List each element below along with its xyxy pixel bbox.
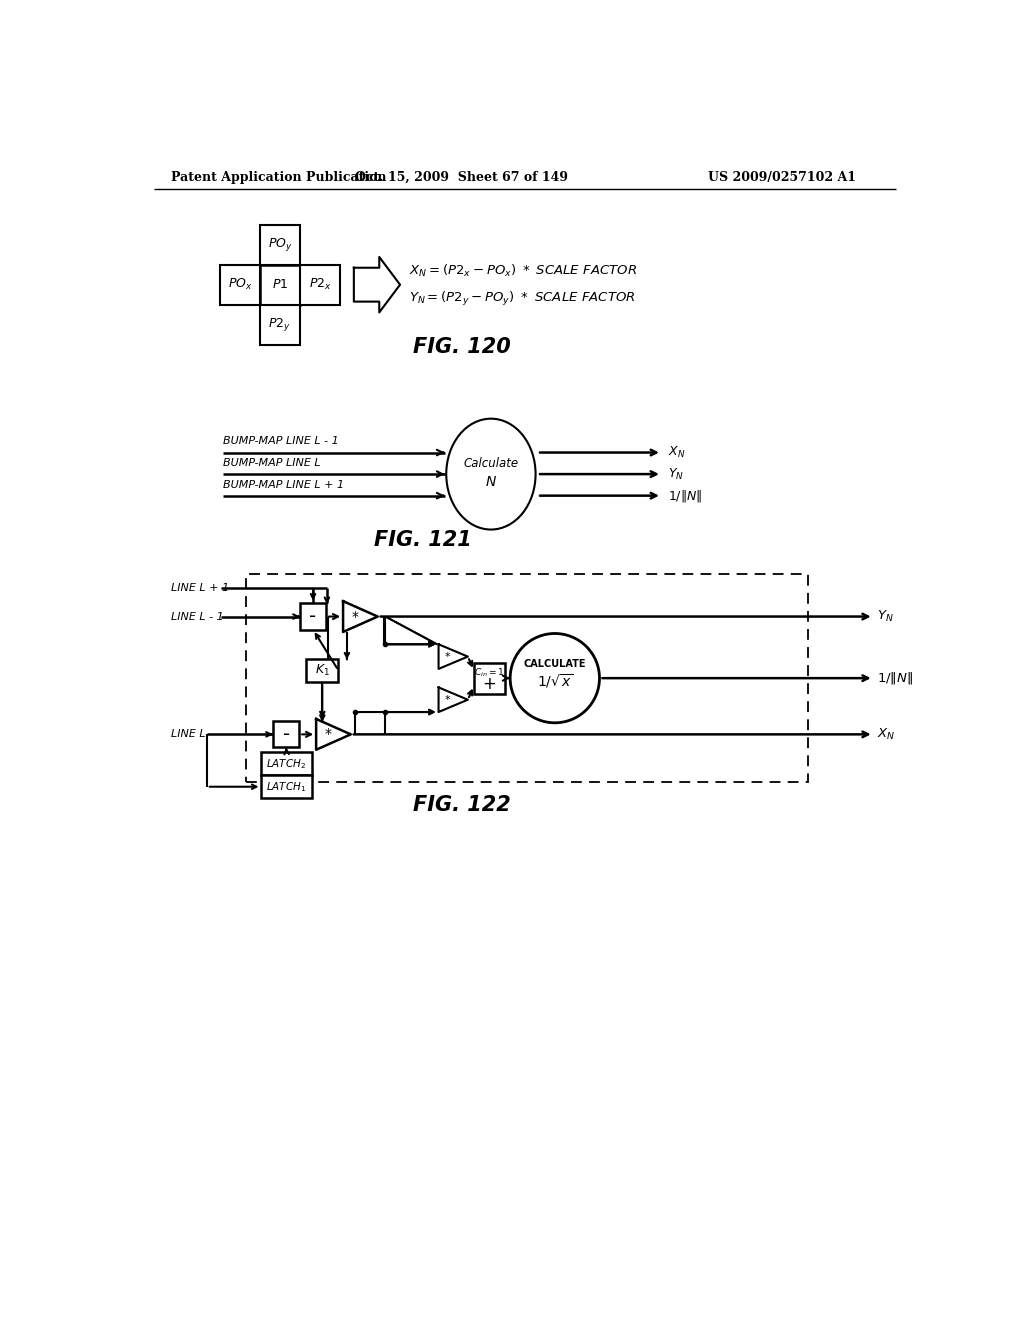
Text: *: * bbox=[445, 652, 451, 661]
Bar bbox=[246, 574, 808, 781]
Text: $1/\|N\|$: $1/\|N\|$ bbox=[668, 487, 702, 504]
Text: -: - bbox=[309, 607, 316, 626]
Bar bbox=[260, 224, 300, 264]
Text: $Y_N$: $Y_N$ bbox=[668, 466, 684, 482]
Polygon shape bbox=[354, 257, 400, 313]
Text: US 2009/0257102 A1: US 2009/0257102 A1 bbox=[708, 172, 856, 185]
Text: N: N bbox=[485, 475, 496, 488]
Bar bbox=[306, 659, 339, 682]
Text: Calculate: Calculate bbox=[463, 457, 518, 470]
Bar bbox=[474, 663, 505, 693]
Text: FIG. 121: FIG. 121 bbox=[375, 529, 472, 549]
Text: *: * bbox=[325, 727, 331, 742]
Text: $X_N$: $X_N$ bbox=[668, 445, 685, 461]
Text: BUMP-MAP LINE L - 1: BUMP-MAP LINE L - 1 bbox=[223, 437, 339, 446]
Text: FIG. 122: FIG. 122 bbox=[413, 795, 511, 816]
Polygon shape bbox=[343, 601, 378, 632]
Text: Patent Application Publication: Patent Application Publication bbox=[171, 172, 386, 185]
Text: *: * bbox=[445, 694, 451, 705]
Polygon shape bbox=[438, 688, 468, 711]
Text: FIG. 120: FIG. 120 bbox=[413, 337, 511, 356]
Bar bbox=[273, 721, 299, 747]
Text: $1/\|N\|$: $1/\|N\|$ bbox=[878, 671, 913, 686]
Text: $Y_N$: $Y_N$ bbox=[878, 609, 894, 624]
Text: BUMP-MAP LINE L: BUMP-MAP LINE L bbox=[223, 458, 321, 469]
Text: $LATCH_2$: $LATCH_2$ bbox=[266, 756, 306, 771]
Bar bbox=[220, 264, 260, 305]
Polygon shape bbox=[438, 644, 468, 669]
Bar bbox=[261, 775, 311, 799]
Text: CALCULATE: CALCULATE bbox=[523, 659, 586, 669]
Bar bbox=[260, 305, 300, 345]
Polygon shape bbox=[316, 719, 351, 750]
Text: LINE L: LINE L bbox=[171, 730, 205, 739]
Text: $PO_y$: $PO_y$ bbox=[267, 236, 292, 253]
Text: -: - bbox=[283, 725, 290, 744]
Text: $K_1$: $K_1$ bbox=[314, 663, 330, 678]
Text: $P1$: $P1$ bbox=[271, 279, 288, 292]
Text: $1/\sqrt{x}$: $1/\sqrt{x}$ bbox=[537, 672, 572, 690]
Ellipse shape bbox=[446, 418, 536, 529]
Text: +: + bbox=[482, 676, 497, 693]
Text: $PO_x$: $PO_x$ bbox=[227, 277, 252, 292]
Text: $LATCH_1$: $LATCH_1$ bbox=[266, 780, 306, 793]
Circle shape bbox=[510, 634, 599, 723]
Bar bbox=[261, 752, 311, 775]
Text: $X_N$: $X_N$ bbox=[878, 727, 896, 742]
Text: $P2_y$: $P2_y$ bbox=[268, 317, 292, 333]
Text: BUMP-MAP LINE L + 1: BUMP-MAP LINE L + 1 bbox=[223, 479, 344, 490]
Text: *: * bbox=[351, 610, 358, 623]
Bar bbox=[300, 603, 326, 630]
Text: $Y_N = (P2_y - PO_y)\ *\ SCALE\ FACTOR$: $Y_N = (P2_y - PO_y)\ *\ SCALE\ FACTOR$ bbox=[410, 289, 636, 308]
Bar bbox=[260, 264, 300, 305]
Text: Oct. 15, 2009  Sheet 67 of 149: Oct. 15, 2009 Sheet 67 of 149 bbox=[355, 172, 568, 185]
Text: $P2_x$: $P2_x$ bbox=[308, 277, 332, 292]
Text: $X_N = (P2_x - PO_x)\ *\ SCALE\ FACTOR$: $X_N = (P2_x - PO_x)\ *\ SCALE\ FACTOR$ bbox=[410, 263, 637, 279]
Text: LINE L + 1: LINE L + 1 bbox=[171, 583, 228, 593]
Bar bbox=[300, 264, 340, 305]
Text: $C_{in}=1$: $C_{in}=1$ bbox=[474, 667, 505, 678]
Text: LINE L - 1: LINE L - 1 bbox=[171, 611, 223, 622]
